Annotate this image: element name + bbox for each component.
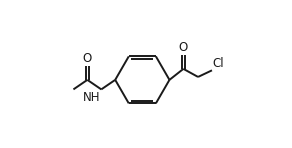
Text: O: O [179,41,188,54]
Text: NH: NH [83,91,100,104]
Text: O: O [83,52,92,65]
Text: Cl: Cl [213,57,224,70]
